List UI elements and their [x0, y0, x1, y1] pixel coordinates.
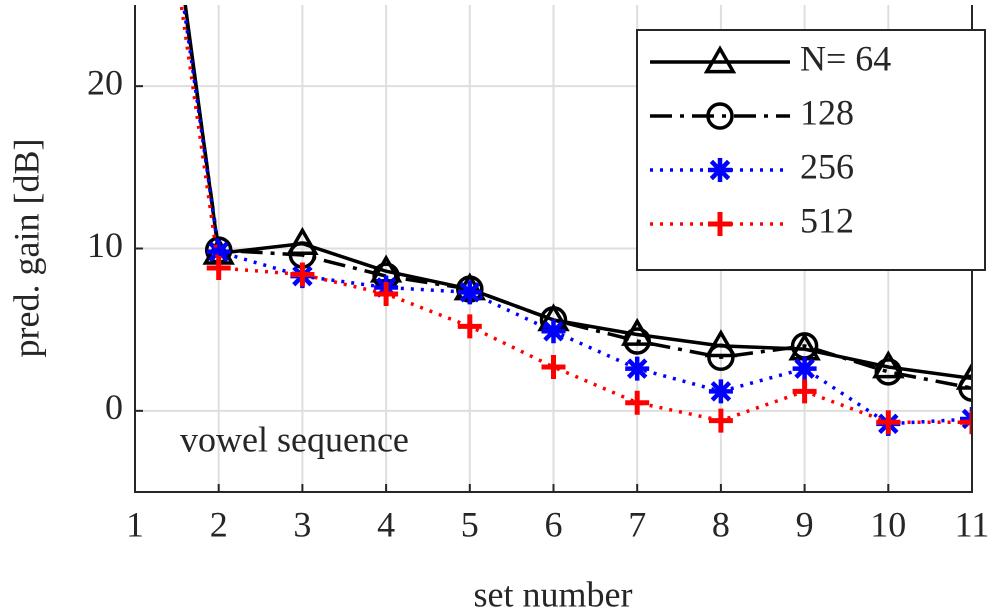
marker-asterisk — [792, 356, 817, 381]
legend-label: 256 — [800, 146, 854, 186]
x-tick-label: 6 — [545, 504, 563, 544]
marker-triangle — [872, 350, 905, 379]
x-tick-label: 11 — [955, 504, 990, 544]
marker-triangle — [703, 45, 737, 74]
series-layer — [179, 5, 972, 436]
x-axis-label: set number — [474, 574, 633, 614]
y-tick-label: 0 — [105, 387, 123, 427]
annotation: vowel sequence — [180, 419, 409, 459]
legend-label: 128 — [800, 92, 854, 132]
marker-asterisk — [625, 356, 650, 381]
marker-plus — [792, 379, 817, 404]
marker-asterisk — [206, 239, 231, 264]
y-tick-label: 10 — [87, 225, 123, 265]
y-tick-label: 20 — [87, 62, 123, 102]
marker-plus — [206, 255, 231, 280]
marker-asterisk — [457, 280, 482, 305]
marker-plus — [290, 262, 315, 287]
legend-label: N= 64 — [800, 38, 891, 78]
x-tick-label: 9 — [796, 504, 814, 544]
marker-plus — [876, 410, 901, 435]
marker-plus — [625, 390, 650, 415]
x-tick-label: 3 — [293, 504, 311, 544]
legend: N= 64 128 256 512 — [636, 29, 986, 271]
marker-circle — [958, 374, 972, 402]
x-tick-label: 7 — [628, 504, 646, 544]
marker-plus — [457, 314, 482, 339]
marker-circle — [707, 343, 735, 372]
x-tick-label: 10 — [870, 504, 906, 544]
x-tick-label: 8 — [712, 504, 730, 544]
marker-plus — [708, 408, 733, 433]
x-tick-label: 2 — [210, 504, 228, 544]
marker-circle — [706, 102, 734, 130]
y-axis-label: pred. gain [dB] — [6, 139, 46, 358]
legend-box — [636, 29, 986, 271]
x-tick-label: 1 — [126, 504, 144, 544]
marker-asterisk — [541, 319, 566, 344]
x-tick-label: 5 — [461, 504, 479, 544]
marker-circle — [874, 358, 903, 386]
series-line — [182, 5, 972, 390]
marker-asterisk — [708, 379, 733, 404]
legend-label: 512 — [800, 200, 854, 240]
marker-plus — [708, 212, 732, 236]
marker-circle — [623, 327, 651, 355]
marker-asterisk — [708, 158, 732, 182]
marker-plus — [960, 410, 972, 435]
marker-plus — [374, 281, 399, 306]
x-tick-label: 4 — [377, 504, 395, 544]
marker-triangle — [286, 226, 319, 255]
series-line — [179, 5, 972, 424]
marker-plus — [541, 355, 566, 380]
